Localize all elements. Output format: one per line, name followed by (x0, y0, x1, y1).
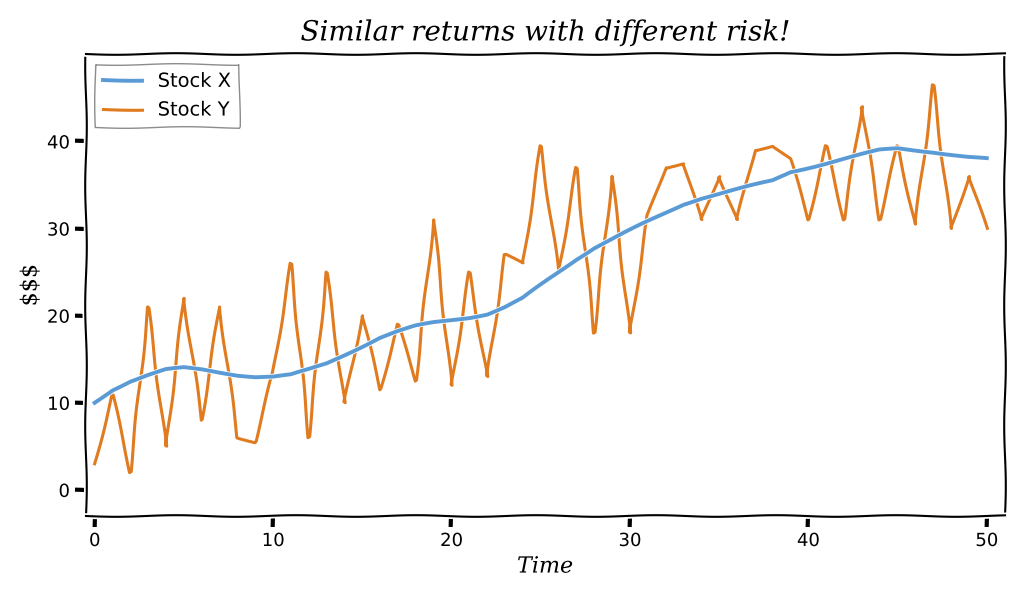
Legend: Stock X, Stock Y: Stock X, Stock Y (95, 64, 239, 127)
Title: Similar returns with different risk!: Similar returns with different risk! (300, 20, 790, 47)
X-axis label: Time: Time (517, 556, 573, 577)
Stock X (981, 155, 993, 162)
Stock X (374, 334, 386, 341)
Line: Stock Y: Stock Y (94, 85, 987, 472)
Stock X (891, 145, 903, 152)
Stock Y (374, 386, 386, 393)
Stock Y (303, 434, 315, 441)
Stock Y (981, 225, 993, 232)
Stock X (88, 399, 100, 407)
Y-axis label: $$$: $$$ (19, 264, 41, 306)
Stock X (677, 201, 689, 208)
Stock Y (749, 147, 761, 154)
Stock Y (927, 81, 939, 88)
Stock Y (695, 216, 708, 223)
Line: Stock X: Stock X (94, 149, 987, 403)
Stock X (285, 371, 297, 378)
Stock Y (963, 173, 975, 180)
Stock Y (88, 460, 100, 467)
Stock X (356, 343, 369, 350)
Stock Y (124, 469, 136, 476)
Stock X (731, 186, 743, 193)
Stock Y (392, 321, 404, 328)
Stock X (963, 153, 975, 161)
